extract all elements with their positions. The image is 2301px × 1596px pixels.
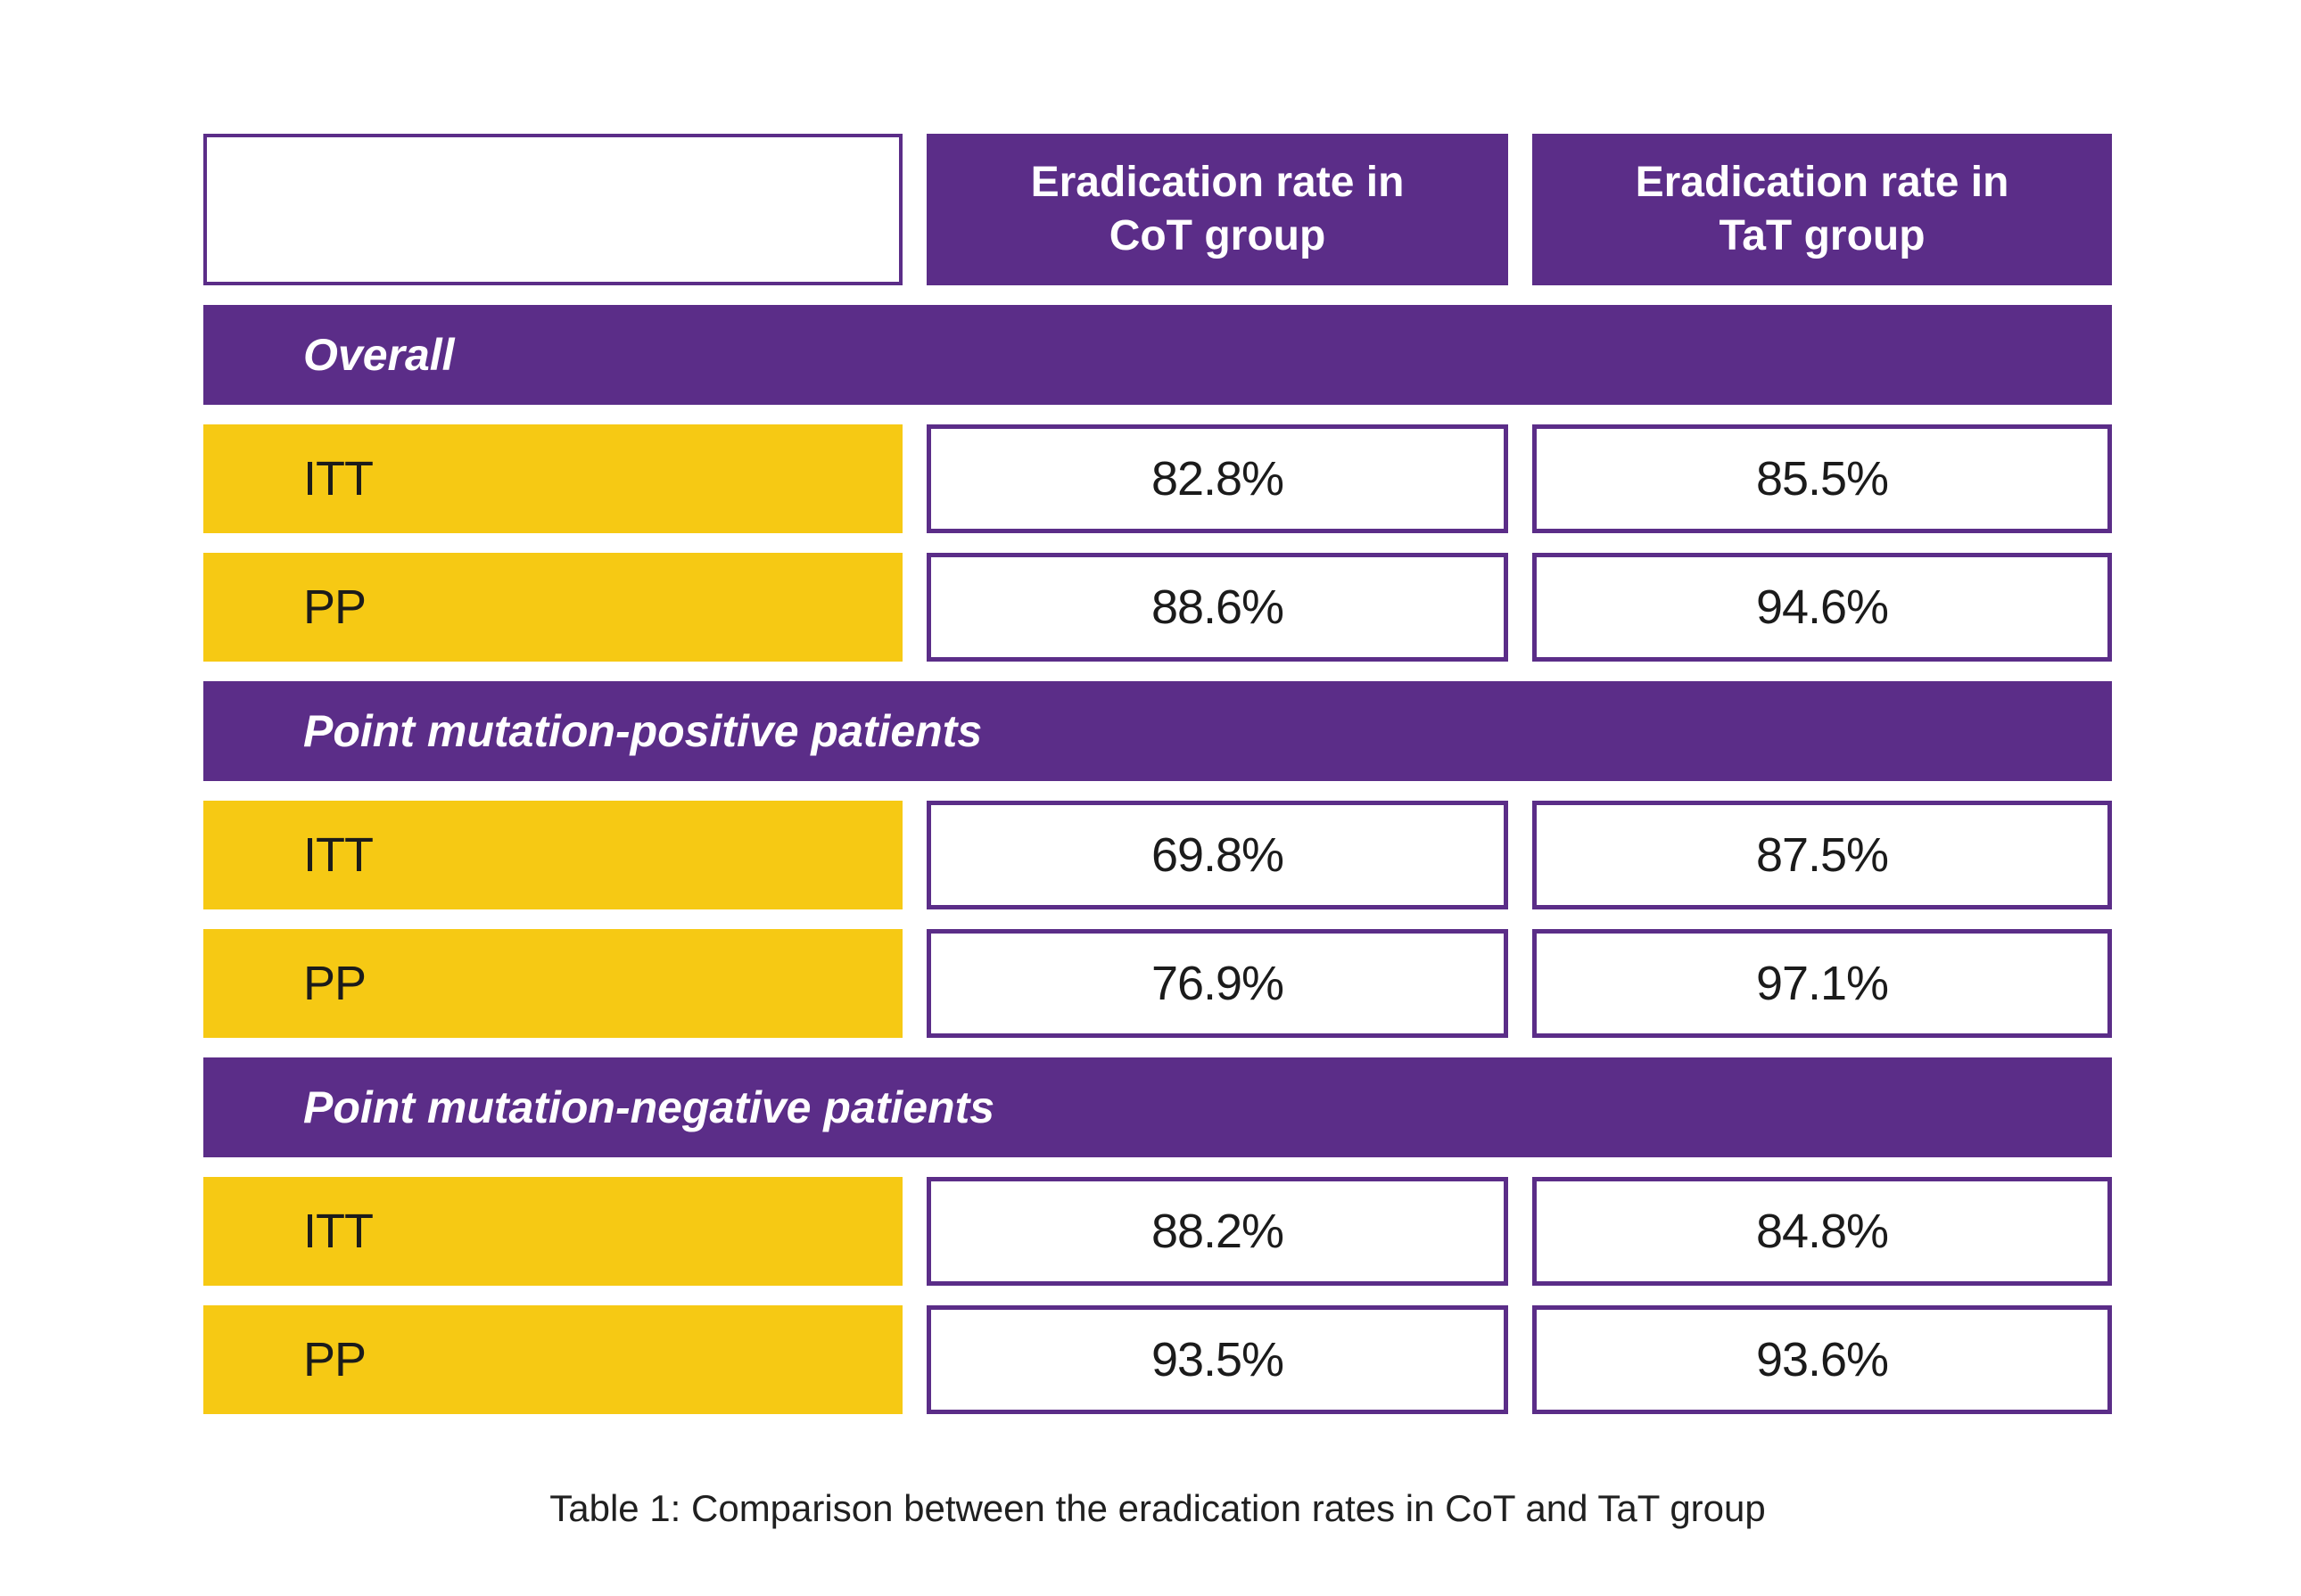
table-row: ITT 82.8% 85.5%: [203, 424, 2112, 533]
value-tat: 87.5%: [1532, 801, 2112, 909]
value-cot: 82.8%: [927, 424, 1508, 533]
section-header-mutation-positive: Point mutation-positive patients: [203, 681, 2112, 781]
table-row: PP 76.9% 97.1%: [203, 929, 2112, 1038]
value-cot: 88.2%: [927, 1177, 1508, 1286]
table-row: ITT 69.8% 87.5%: [203, 801, 2112, 909]
value-tat: 94.6%: [1532, 553, 2112, 662]
value-tat: 85.5%: [1532, 424, 2112, 533]
row-label: ITT: [203, 1177, 903, 1286]
column-header-cot: Eradication rate in CoT group: [927, 134, 1508, 285]
row-label: ITT: [203, 424, 903, 533]
table-row: ITT 88.2% 84.8%: [203, 1177, 2112, 1286]
table-row: PP 88.6% 94.6%: [203, 553, 2112, 662]
row-label: PP: [203, 553, 903, 662]
value-cot: 69.8%: [927, 801, 1508, 909]
row-label: ITT: [203, 801, 903, 909]
section-header-mutation-negative: Point mutation-negative patients: [203, 1057, 2112, 1157]
value-cot: 88.6%: [927, 553, 1508, 662]
comparison-table: Eradication rate in CoT group Eradicatio…: [203, 134, 2112, 1414]
row-label: PP: [203, 929, 903, 1038]
table-header-row: Eradication rate in CoT group Eradicatio…: [203, 134, 2112, 285]
table-row: PP 93.5% 93.6%: [203, 1305, 2112, 1414]
value-cot: 93.5%: [927, 1305, 1508, 1414]
value-tat: 84.8%: [1532, 1177, 2112, 1286]
table-caption: Table 1: Comparison between the eradicat…: [549, 1487, 1766, 1529]
column-header-tat: Eradication rate in TaT group: [1532, 134, 2112, 285]
value-tat: 93.6%: [1532, 1305, 2112, 1414]
value-tat: 97.1%: [1532, 929, 2112, 1038]
section-header-overall: Overall: [203, 305, 2112, 405]
row-label: PP: [203, 1305, 903, 1414]
corner-cell: [203, 134, 903, 285]
value-cot: 76.9%: [927, 929, 1508, 1038]
